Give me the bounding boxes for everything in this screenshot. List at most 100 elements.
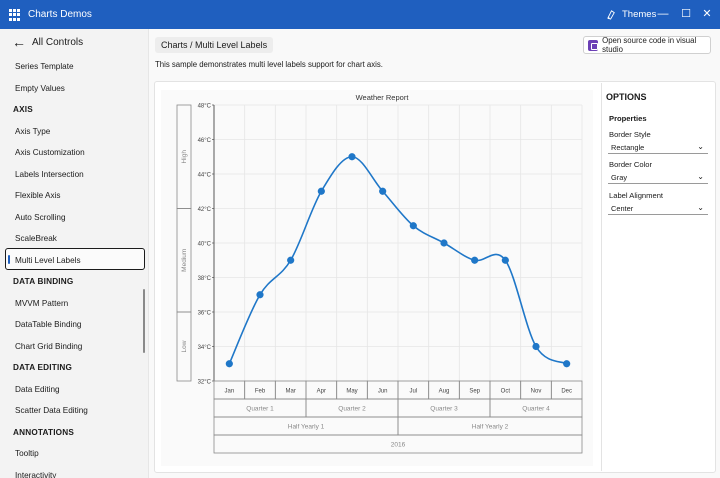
label-alignment-value: Center bbox=[611, 204, 634, 213]
data-point bbox=[256, 291, 264, 299]
chart-area: Weather Report 32°C 34°C 36°C 38°C 40°C 42°C 44… bbox=[161, 90, 593, 466]
y-tick-label: 48°C bbox=[198, 104, 212, 110]
y-tick-label: 42°C bbox=[198, 207, 212, 213]
data-point bbox=[563, 360, 571, 368]
border-color-label: Border Color bbox=[609, 160, 653, 169]
x-level-label: Quarter 4 bbox=[522, 406, 550, 413]
open-source-label: Open source code in visual studio bbox=[602, 36, 697, 54]
x-tick-label: Nov bbox=[531, 389, 542, 395]
label-alignment-label: Label Alignment bbox=[609, 191, 664, 200]
x-level-label: Quarter 2 bbox=[338, 406, 366, 413]
palette-icon bbox=[607, 10, 615, 20]
x-tick-label: Oct bbox=[501, 389, 511, 395]
x-tick-label: Mar bbox=[285, 389, 295, 395]
label-alignment-select[interactable]: Center ⌄ bbox=[608, 203, 708, 215]
sidebar-scrollbar[interactable] bbox=[143, 289, 145, 353]
y-tick-label: 40°C bbox=[198, 242, 212, 248]
data-point bbox=[471, 256, 479, 264]
nav-section-header: AXIS bbox=[13, 105, 33, 114]
border-style-select[interactable]: Rectangle ⌄ bbox=[608, 142, 708, 154]
chevron-down-icon: ⌄ bbox=[697, 203, 704, 212]
border-style-label: Border Style bbox=[609, 130, 651, 139]
sidebar-item[interactable]: Chart Grid Binding bbox=[15, 341, 83, 351]
back-button[interactable]: ← All Controls bbox=[12, 34, 84, 50]
sidebar-item[interactable]: Series Template bbox=[15, 62, 74, 71]
themes-label: Themes bbox=[622, 9, 657, 20]
x-tick-label: Aug bbox=[439, 389, 450, 395]
sidebar-item[interactable]: Empty Values bbox=[15, 83, 65, 93]
minimize-button[interactable]: — bbox=[657, 8, 669, 20]
y-tick-label: 32°C bbox=[198, 380, 212, 386]
chart-title: Weather Report bbox=[356, 93, 410, 102]
x-level-label: 2016 bbox=[391, 442, 406, 449]
border-style-value: Rectangle bbox=[611, 143, 645, 152]
sidebar-item[interactable]: MVVM Pattern bbox=[15, 298, 69, 308]
sidebar-item[interactable]: Flexible Axis bbox=[15, 191, 61, 200]
back-arrow-icon: ← bbox=[12, 34, 26, 50]
maximize-button[interactable]: ☐ bbox=[681, 8, 691, 20]
series-line bbox=[228, 155, 568, 365]
visual-studio-icon bbox=[588, 39, 599, 51]
close-button[interactable]: ✕ bbox=[702, 8, 712, 20]
sidebar-item[interactable]: Labels Intersection bbox=[15, 169, 84, 179]
y-level-label: High bbox=[181, 150, 188, 164]
properties-heading: Properties bbox=[609, 114, 647, 123]
themes-button[interactable]: Themes bbox=[606, 9, 656, 20]
sidebar-item[interactable]: ScaleBreak bbox=[15, 234, 57, 243]
options-panel: OPTIONS Properties Border Style Rectangl… bbox=[601, 83, 715, 471]
sidebar-item[interactable]: Tooltip bbox=[15, 449, 39, 458]
x-tick-label: Sep bbox=[469, 389, 480, 395]
sidebar-item[interactable]: DataTable Binding bbox=[15, 320, 82, 329]
data-point bbox=[225, 360, 233, 368]
chevron-down-icon: ⌄ bbox=[697, 172, 704, 181]
weather-chart[interactable]: Weather Report 32°C 34°C 36°C 38°C 40°C 42°C 44… bbox=[161, 90, 593, 466]
sidebar-item[interactable]: Scatter Data Editing bbox=[15, 406, 88, 415]
options-title: OPTIONS bbox=[606, 92, 647, 102]
sidebar-item[interactable]: Axis Type bbox=[15, 126, 51, 136]
data-point bbox=[409, 222, 417, 230]
breadcrumb-root[interactable]: Charts bbox=[161, 40, 188, 50]
window-title: Charts Demos bbox=[28, 9, 92, 20]
data-point bbox=[379, 187, 387, 195]
sidebar-item[interactable]: Interactivity bbox=[15, 470, 57, 478]
y-tick-label: 34°C bbox=[198, 345, 212, 351]
chevron-down-icon: ⌄ bbox=[697, 142, 704, 151]
back-label: All Controls bbox=[32, 36, 84, 48]
y-tick-label: 38°C bbox=[198, 276, 212, 282]
sidebar-item[interactable]: Axis Customization bbox=[15, 148, 85, 157]
x-level-label: Quarter 3 bbox=[430, 406, 458, 413]
y-tick-label: 36°C bbox=[198, 311, 212, 317]
x-tick-label: Feb bbox=[255, 389, 266, 395]
border-color-value: Gray bbox=[611, 173, 628, 182]
x-level-label: Half Yearly 1 bbox=[288, 424, 325, 431]
x-tick-label: Jun bbox=[378, 389, 388, 395]
y-level-box bbox=[176, 104, 192, 209]
x-level-label: Half Yearly 2 bbox=[472, 424, 509, 431]
y-tick-label: 46°C bbox=[198, 138, 212, 144]
data-point bbox=[440, 239, 448, 247]
data-point bbox=[287, 256, 295, 264]
data-point bbox=[501, 256, 509, 264]
open-source-button[interactable]: Open source code in visual studio bbox=[583, 36, 711, 54]
app-grid-icon bbox=[9, 9, 21, 21]
y-level-label: Medium bbox=[181, 249, 188, 272]
x-tick-label: Apr bbox=[317, 389, 326, 395]
sample-panel: Weather Report 32°C 34°C 36°C 38°C 40°C 42°C 44… bbox=[154, 81, 716, 473]
x-tick-label: Jan bbox=[224, 389, 234, 395]
data-point bbox=[532, 342, 540, 351]
x-level-box bbox=[213, 434, 583, 454]
border-color-select[interactable]: Gray ⌄ bbox=[608, 172, 708, 184]
main-content: Charts / Multi Level Labels Open source … bbox=[148, 29, 720, 478]
y-tick-label: 44°C bbox=[198, 173, 212, 179]
title-bar: Charts Demos Themes — ☐ ✕ bbox=[0, 0, 720, 29]
nav-section-header: DATA EDITING bbox=[13, 363, 73, 372]
sidebar-item[interactable]: Auto Scrolling bbox=[15, 212, 66, 222]
breadcrumb-current: Multi Level Labels bbox=[195, 40, 268, 50]
sample-description: This sample demonstrates multi level lab… bbox=[155, 60, 383, 69]
data-point bbox=[348, 153, 356, 161]
sidebar-item[interactable]: Data Editing bbox=[15, 384, 60, 394]
breadcrumb: Charts / Multi Level Labels bbox=[155, 37, 274, 53]
sidebar-item[interactable]: Multi Level Labels bbox=[15, 255, 81, 265]
nav-section-header: DATA BINDING bbox=[13, 277, 74, 286]
data-point bbox=[317, 187, 325, 195]
